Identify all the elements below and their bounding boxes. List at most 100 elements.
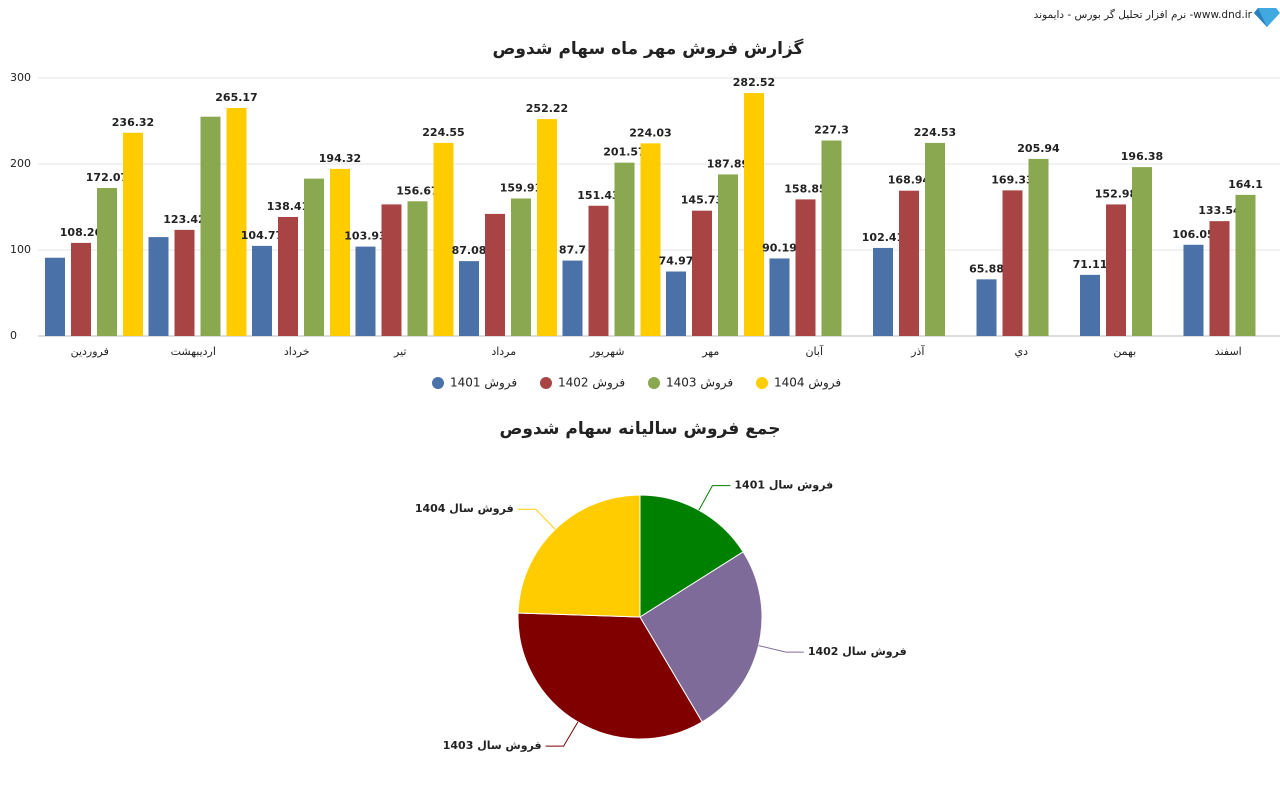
leader-line	[517, 508, 556, 530]
bar	[1183, 244, 1204, 336]
legend-marker	[432, 377, 444, 389]
legend-label: فروش 1404	[774, 376, 841, 391]
bar	[485, 213, 505, 336]
x-tick-label: آبان	[805, 344, 823, 358]
data-label: 224.53	[914, 126, 956, 139]
data-label: 168.94	[888, 174, 931, 187]
bar	[226, 107, 247, 336]
data-label: 138.41	[267, 200, 309, 213]
bar	[692, 210, 712, 336]
bar	[562, 260, 583, 336]
data-label: 196.38	[1121, 150, 1163, 163]
legend-label: فروش 1402	[558, 376, 625, 391]
bar	[252, 245, 272, 336]
bar	[718, 174, 738, 336]
bar	[459, 261, 479, 336]
data-label: 102.41	[862, 231, 904, 244]
header-text: نرم افزار تحلیل گر بورس - دایموند -www.d…	[1034, 8, 1253, 21]
slice-label: فروش سال 1402	[808, 645, 907, 658]
bar	[381, 204, 402, 336]
data-label: 90.19	[762, 241, 797, 254]
bar	[433, 142, 454, 336]
slice-label: فروش سال 1403	[443, 739, 542, 752]
data-label: 236.32	[112, 116, 154, 129]
bar	[330, 168, 350, 336]
data-label: 108.26	[60, 226, 103, 239]
pie-slice	[517, 612, 703, 740]
x-tick-label: دي	[1014, 345, 1028, 358]
y-tick-label: 300	[10, 71, 31, 84]
x-tick-label: خرداد	[284, 345, 310, 358]
data-label: 87.08	[452, 244, 487, 257]
bar	[1209, 221, 1230, 336]
pie-slice	[517, 494, 641, 618]
bar	[355, 246, 376, 336]
logo	[1254, 8, 1280, 27]
chart-title: گزارش فروش مهر ماه سهام شدوص	[493, 38, 804, 59]
data-label: 282.52	[733, 76, 775, 89]
x-tick-label: اردیبهشت	[171, 345, 216, 358]
data-label: 205.94	[1017, 142, 1060, 155]
x-tick-label: بهمن	[1113, 345, 1136, 358]
bar	[1106, 204, 1126, 336]
data-label: 103.93	[344, 230, 386, 243]
x-tick-label: فروردین	[71, 345, 109, 358]
data-label: 227.3	[814, 124, 849, 137]
data-label: 123.42	[163, 213, 205, 226]
bar	[1002, 190, 1023, 336]
bar	[304, 178, 324, 336]
bar	[666, 271, 686, 336]
bar	[744, 93, 764, 336]
bar	[1235, 194, 1256, 336]
y-tick-label: 0	[10, 329, 17, 342]
bar	[1132, 167, 1152, 336]
bar	[148, 237, 169, 336]
bar	[925, 142, 945, 336]
data-label: 71.11	[1073, 258, 1108, 271]
data-label: 104.77	[241, 229, 283, 242]
leader-line	[545, 721, 579, 747]
data-label: 87.7	[559, 244, 586, 257]
bar	[873, 247, 893, 336]
data-label: 224.55	[422, 126, 464, 139]
data-label: 156.67	[396, 184, 438, 197]
x-tick-label: تیر	[393, 345, 406, 358]
bar	[769, 258, 790, 336]
legend-marker	[648, 377, 660, 389]
data-label: 74.97	[659, 255, 694, 268]
data-label: 172.07	[86, 171, 128, 184]
legend-label: فروش 1403	[666, 376, 733, 391]
data-label: 158.85	[784, 182, 826, 195]
bar	[407, 201, 428, 336]
bar	[795, 199, 816, 336]
bar	[200, 116, 221, 336]
x-tick-label: اسفند	[1215, 345, 1242, 358]
bar	[278, 216, 298, 336]
slice-label: فروش سال 1401	[734, 479, 833, 492]
data-label: 159.91	[500, 181, 542, 194]
bar	[45, 257, 65, 336]
legend-label: فروش 1401	[450, 376, 517, 391]
bar	[588, 205, 609, 336]
bar	[71, 242, 91, 336]
bar	[123, 132, 143, 336]
slice-label: فروش سال 1404	[415, 502, 514, 515]
leader-line	[758, 645, 804, 653]
data-label: 152.98	[1095, 187, 1137, 200]
data-label: 164.1	[1228, 178, 1263, 191]
chart-title: جمع فروش سالیانه سهام شدوص	[500, 419, 781, 439]
data-label: 194.32	[319, 152, 361, 165]
bar	[976, 279, 997, 336]
bar	[174, 229, 195, 336]
data-label: 252.22	[526, 102, 568, 115]
data-label: 187.89	[707, 157, 749, 170]
bar	[97, 188, 117, 336]
x-tick-label: آذر	[910, 344, 925, 358]
legend-marker	[756, 377, 768, 389]
leader-line	[698, 485, 731, 511]
bar	[1080, 274, 1100, 336]
x-tick-label: مرداد	[491, 345, 516, 358]
data-label: 133.54	[1198, 204, 1241, 217]
bar	[614, 162, 635, 336]
